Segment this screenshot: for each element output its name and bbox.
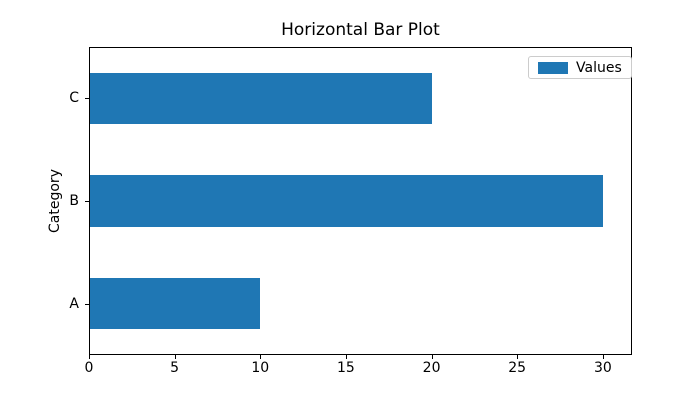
y-tick-label-A: A <box>69 295 79 312</box>
legend-label: Values <box>576 59 622 76</box>
x-tick-mark-5 <box>174 355 176 359</box>
y-tick-mark-B <box>85 201 89 202</box>
x-tick-label-0: 0 <box>84 360 94 376</box>
x-tick-label-30: 30 <box>593 360 612 376</box>
x-tick-label-10: 10 <box>251 360 270 376</box>
x-tick-label-5: 5 <box>170 360 180 376</box>
y-tick-mark-A <box>85 303 89 305</box>
x-tick-label-25: 25 <box>508 360 527 376</box>
x-tick-mark-10 <box>260 355 262 359</box>
bar-B <box>89 175 603 227</box>
x-tick-mark-0 <box>89 355 90 359</box>
bar-C <box>89 72 432 124</box>
bar-A <box>89 278 261 330</box>
chart-title: Horizontal Bar Plot <box>281 20 440 40</box>
legend: Values <box>528 56 632 79</box>
plot-area <box>89 47 632 355</box>
x-tick-mark-15 <box>345 355 347 359</box>
y-axis-label: Category <box>47 169 63 233</box>
legend-swatch-values <box>538 61 568 74</box>
x-tick-label-20: 20 <box>422 360 441 376</box>
x-tick-mark-30 <box>602 355 604 359</box>
y-tick-label-B: B <box>69 193 79 209</box>
y-tick-label-C: C <box>69 90 79 107</box>
x-tick-mark-25 <box>517 355 519 359</box>
y-tick-mark-C <box>85 98 89 100</box>
x-tick-mark-20 <box>431 355 433 359</box>
x-tick-label-15: 15 <box>336 360 355 376</box>
